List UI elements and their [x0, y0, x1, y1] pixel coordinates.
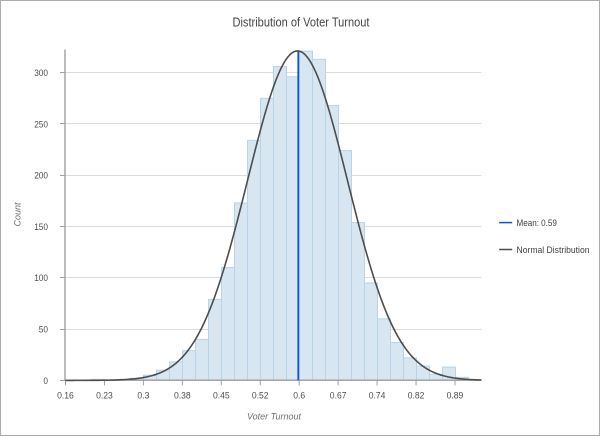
svg-text:Mean: 0.59: Mean: 0.59	[517, 218, 557, 229]
svg-text:0.6: 0.6	[293, 390, 305, 401]
svg-text:200: 200	[34, 171, 48, 182]
svg-text:0.3: 0.3	[137, 390, 149, 401]
svg-text:0.74: 0.74	[369, 390, 386, 401]
svg-text:50: 50	[39, 325, 48, 336]
svg-text:0.38: 0.38	[174, 390, 191, 401]
svg-text:0: 0	[43, 376, 48, 387]
svg-text:Count: Count	[13, 202, 24, 226]
svg-text:150: 150	[34, 222, 48, 233]
svg-text:0.45: 0.45	[213, 390, 230, 401]
svg-text:300: 300	[34, 68, 48, 79]
svg-text:Voter Turnout: Voter Turnout	[247, 411, 301, 422]
svg-text:250: 250	[34, 119, 48, 130]
svg-text:0.89: 0.89	[447, 390, 464, 401]
svg-text:0.16: 0.16	[57, 390, 74, 401]
svg-text:0.82: 0.82	[408, 390, 425, 401]
svg-text:0.52: 0.52	[252, 390, 269, 401]
svg-text:Distribution of Voter Turnout: Distribution of Voter Turnout	[233, 16, 370, 30]
svg-text:100: 100	[34, 273, 48, 284]
svg-text:Normal Distribution: Normal Distribution	[517, 245, 590, 256]
svg-text:0.23: 0.23	[96, 390, 113, 401]
svg-text:0.67: 0.67	[330, 390, 347, 401]
